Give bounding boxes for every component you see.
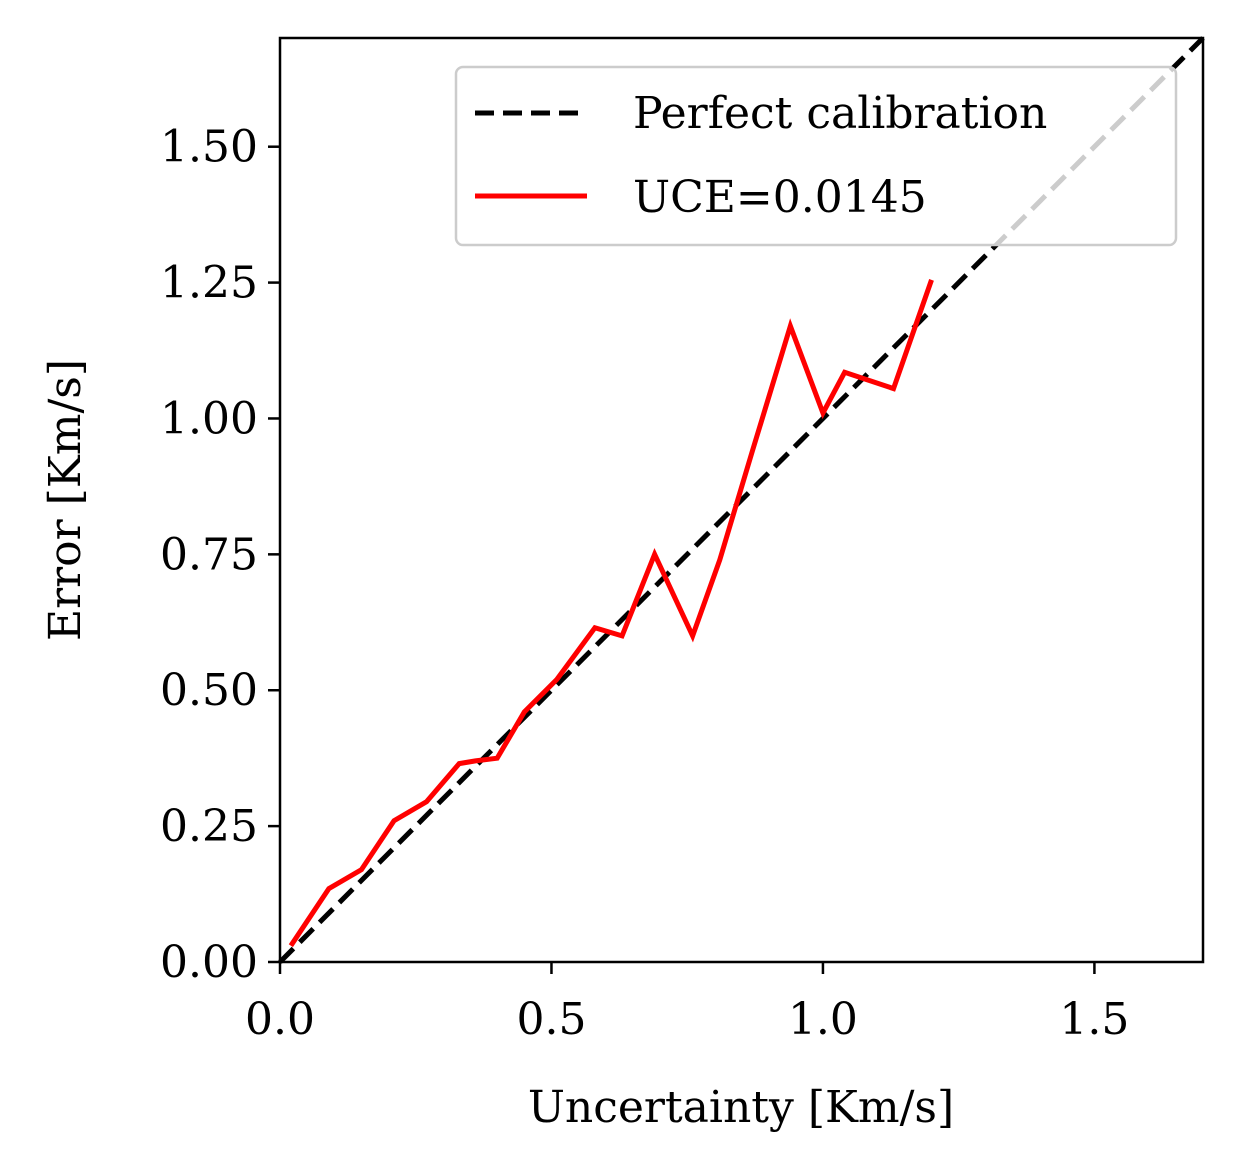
legend: Perfect calibration UCE=0.0145	[454, 65, 1178, 247]
y-tick-label: 0.00	[160, 937, 258, 988]
x-tick-label: 0.5	[516, 994, 586, 1045]
x-tick-label: 1.0	[788, 994, 858, 1045]
legend-label-uce: UCE=0.0145	[633, 172, 927, 223]
plot-frame	[278, 36, 1205, 964]
x-tick-label: 0.0	[245, 994, 315, 1045]
x-axis-label: Uncertainty [Km/s]	[528, 1082, 954, 1133]
x-tick-label: 1.5	[1059, 994, 1129, 1045]
y-tick-label: 1.00	[160, 393, 258, 444]
series-layer	[278, 36, 1205, 964]
y-tick-label: 0.75	[160, 529, 258, 580]
y-ticks: 0.00 0.25 0.50 0.75 1.00 1.25 1.50	[160, 122, 280, 988]
y-tick-label: 1.25	[160, 258, 258, 309]
x-ticks: 0.0 0.5 1.0 1.5	[245, 962, 1129, 1045]
legend-label-perfect-calibration: Perfect calibration	[633, 88, 1047, 139]
y-axis-label: Error [Km/s]	[40, 359, 91, 641]
y-tick-label: 0.25	[160, 801, 258, 852]
y-tick-label: 1.50	[160, 122, 258, 173]
perfect-calibration-line	[278, 36, 1205, 964]
legend-box	[454, 65, 1178, 247]
y-tick-label: 0.50	[160, 665, 258, 716]
uce-series-line	[288, 279, 934, 948]
